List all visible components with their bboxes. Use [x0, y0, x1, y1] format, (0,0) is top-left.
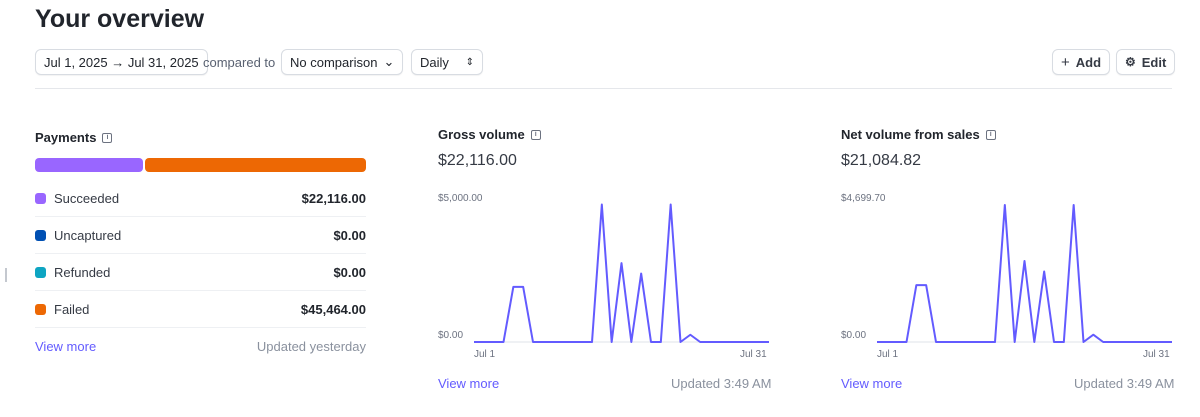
line-chart[interactable] — [438, 190, 778, 360]
chart-title-text: Net volume from sales — [841, 127, 980, 142]
chart-total: $22,116.00 — [438, 152, 517, 169]
x-tick-label: Jul 31 — [740, 349, 767, 360]
status-label: Failed — [54, 301, 90, 317]
edit-button[interactable]: ⚙ Edit — [1116, 49, 1176, 75]
status-label-group: Refunded — [35, 265, 110, 280]
date-range-label: Jul 1, 2025 → Jul 31, 2025 — [44, 54, 199, 70]
x-tick-label: Jul 31 — [1143, 349, 1170, 360]
payments-row-refunded[interactable]: Refunded $0.00 — [35, 254, 366, 291]
status-dot-icon — [35, 266, 46, 278]
interval-value: Daily — [420, 54, 449, 70]
compared-to-label: compared to — [203, 55, 276, 70]
payments-bar — [35, 158, 366, 172]
chart-updated: Updated 3:49 AM — [1074, 376, 1175, 391]
payments-title: Payments i — [35, 130, 113, 145]
status-label-group: Failed — [35, 302, 89, 317]
status-label: Refunded — [54, 264, 111, 280]
y-tick-label: $5,000.00 — [438, 193, 483, 204]
info-icon[interactable]: i — [530, 129, 541, 140]
view-more-link[interactable]: View more — [438, 376, 500, 391]
status-amount: $0.00 — [333, 227, 366, 243]
resize-handle[interactable] — [5, 268, 7, 282]
chart-title: Gross volume i — [438, 127, 541, 142]
status-label: Succeeded — [54, 190, 120, 206]
payments-row-failed[interactable]: Failed $45,464.00 — [35, 291, 366, 328]
updown-chevron-icon: ⇕ — [465, 56, 474, 68]
status-dot-icon — [35, 192, 46, 204]
status-label-group: Uncaptured — [35, 228, 121, 243]
payments-bar-segment-succeeded[interactable] — [35, 158, 143, 172]
payments-row-uncaptured[interactable]: Uncaptured $0.00 — [35, 217, 366, 254]
gear-icon: ⚙ — [1125, 55, 1136, 69]
payments-view-more-link[interactable]: View more — [35, 339, 97, 354]
add-button[interactable]: + Add — [1052, 49, 1111, 75]
status-label-group: Succeeded — [35, 191, 119, 206]
status-amount: $45,464.00 — [300, 301, 366, 317]
edit-label: Edit — [1141, 54, 1167, 70]
x-tick-label: Jul 1 — [877, 349, 899, 360]
status-amount: $22,116.00 — [301, 190, 366, 206]
line-chart[interactable] — [841, 190, 1181, 360]
payments-bar-segment-failed[interactable] — [144, 158, 366, 172]
x-tick-label: Jul 1 — [474, 349, 496, 360]
payments-updated: Updated yesterday — [256, 339, 366, 354]
chart-total: $21,084.82 — [841, 152, 922, 169]
series-line — [877, 204, 1172, 343]
view-more-link[interactable]: View more — [841, 376, 903, 391]
date-range-picker[interactable]: Jul 1, 2025 → Jul 31, 2025 — [35, 49, 208, 75]
chart-title-text: Gross volume — [438, 127, 525, 142]
series-line — [474, 203, 769, 343]
interval-select[interactable]: Daily ⇕ — [411, 49, 483, 75]
status-dot-icon — [35, 303, 46, 315]
chevron-down-icon: ⌄ — [383, 54, 395, 69]
payments-row-succeeded[interactable]: Succeeded $22,116.00 — [35, 180, 366, 217]
status-amount: $0.00 — [333, 264, 366, 280]
chart-updated: Updated 3:49 AM — [671, 376, 772, 391]
plus-icon: + — [1061, 53, 1070, 71]
info-icon[interactable]: i — [102, 132, 113, 143]
add-label: Add — [1075, 54, 1102, 70]
divider — [35, 88, 1172, 89]
chart-title: Net volume from sales i — [841, 127, 996, 142]
comparison-dropdown[interactable]: No comparison ⌄ — [281, 49, 404, 75]
comparison-value: No comparison — [290, 54, 378, 70]
page-title: Your overview — [35, 5, 205, 33]
status-label: Uncaptured — [54, 227, 122, 243]
y-tick-label: $4,699.70 — [841, 193, 886, 204]
status-dot-icon — [35, 229, 46, 241]
payments-title-text: Payments — [35, 130, 97, 145]
info-icon[interactable]: i — [985, 129, 996, 140]
y-tick-label: $0.00 — [841, 330, 867, 341]
y-tick-label: $0.00 — [438, 330, 464, 341]
